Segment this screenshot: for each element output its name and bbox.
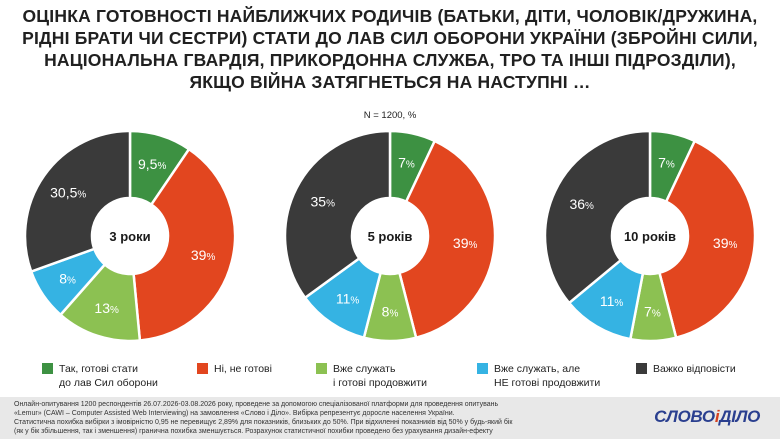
legend-swatch-serving-not-ready [477,363,488,374]
legend-label: Вже служать, але [494,363,581,375]
title-line-3: НАЦІОНАЛЬНА ГВАРДІЯ, ПРИКОРДОННА СЛУЖБА,… [44,50,736,70]
legend-label: і готові продовжити [333,377,427,389]
footer-line: (як у бік збільшення, так і зменшення) г… [14,428,493,435]
legend-swatch-ready [42,363,53,374]
donut-slice-hard-to-say [283,129,392,300]
legend: Так, готові стати до лав Сил оборони Ні,… [0,362,780,398]
legend-swatch-serving-ready [316,363,327,374]
legend-item-serving-not-ready: Вже служать, але НЕ готові продовжити [477,362,600,390]
legend-item-serving-ready: Вже служать і готові продовжити [316,362,427,390]
methodology-note: Онлайн-опитування 1200 респондентів 26.0… [14,400,634,436]
title-line-4: ЯКЩО ВІЙНА ЗАТЯГНЕТЬСЯ НА НАСТУПНІ … [189,72,591,92]
legend-label: до лав Сил оборони [59,377,158,389]
title-line-1: ОЦІНКА ГОТОВНОСТІ НАЙБЛИЖЧИХ РОДИЧІВ (БА… [22,6,758,26]
legend-label: Так, готові стати [59,363,139,375]
legend-item-hard-to-say: Важко відповісти [636,362,736,376]
legend-label: Вже служать [333,363,396,375]
footer-line: Статистична похибка вибірки з імовірніст… [14,419,513,426]
sample-note: N = 1200, % [363,110,417,121]
chart-title: ОЦІНКА ГОТОВНОСТІ НАЙБЛИЖЧИХ РОДИЧІВ (БА… [0,5,780,93]
donut-center-label: 3 роки [109,229,150,244]
footer: Онлайн-опитування 1200 респондентів 26.0… [0,397,780,439]
data-label: 30,5% [50,185,86,201]
legend-label: Ні, не готові [214,363,272,375]
legend-label: Важко відповісти [653,363,736,375]
donut-slice-hard-to-say [543,129,652,305]
donut-center-label: 5 років [368,229,413,244]
title-line-2: РІДНІ БРАТИ ЧИ СЕСТРИ) СТАТИ ДО ЛАВ СИЛ … [22,28,758,48]
legend-item-not-ready: Ні, не готові [197,362,272,376]
legend-item-ready: Так, готові стати до лав Сил оборони [42,362,158,390]
donut-slice-hard-to-say [23,129,132,274]
footer-line: Онлайн-опитування 1200 респондентів 26.0… [14,401,499,408]
donut-slice-not-ready [657,139,757,340]
footer-line: «Lemur» (CAWI – Computer Assisted Web In… [14,410,455,417]
donut-center-label: 10 років [624,229,676,244]
legend-swatch-not-ready [197,363,208,374]
donut-slice-not-ready [397,139,497,340]
brand-logo: СЛОВОіДІЛО [654,407,760,426]
legend-label: НЕ готові продовжити [494,377,601,389]
donut-slice-not-ready [132,147,237,342]
legend-swatch-hard-to-say [636,363,647,374]
